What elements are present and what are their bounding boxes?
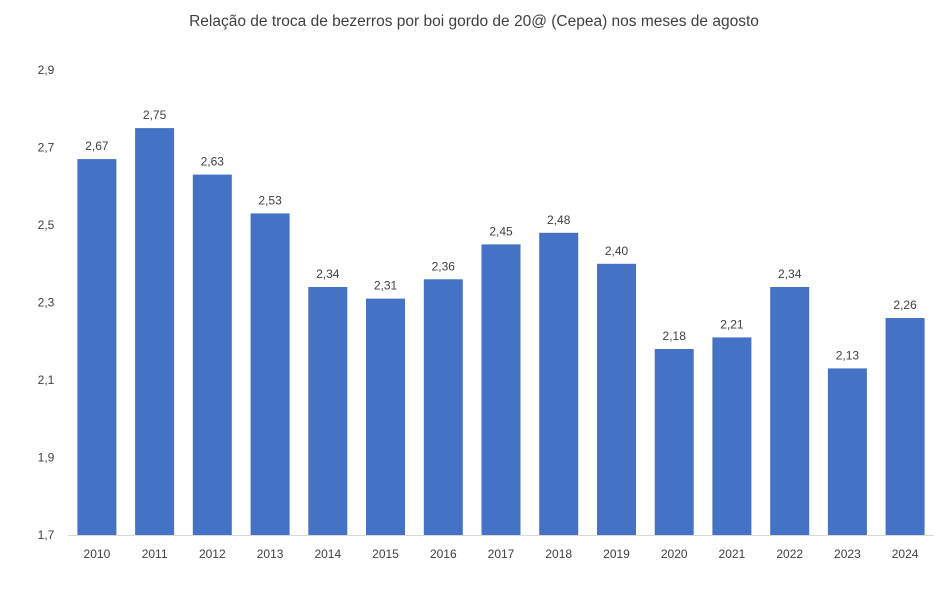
data-label: 2,75 — [143, 108, 167, 122]
y-tick-label: 2,5 — [38, 218, 55, 232]
bar — [539, 232, 579, 536]
x-tick-label: 2020 — [661, 547, 688, 561]
x-tick-label: 2013 — [257, 547, 284, 561]
y-tick-label: 2,7 — [38, 141, 55, 155]
data-label: 2,21 — [720, 317, 744, 331]
bar — [712, 337, 752, 535]
data-label: 2,67 — [85, 139, 109, 153]
x-tick-label: 2010 — [84, 547, 111, 561]
data-label: 2,48 — [547, 213, 571, 227]
y-tick-label: 2,3 — [38, 296, 55, 310]
y-tick-label: 1,7 — [38, 528, 55, 542]
x-tick-label: 2017 — [488, 547, 515, 561]
x-tick-label: 2011 — [142, 547, 168, 561]
chart-title: Relação de troca de bezerros por boi gor… — [189, 13, 759, 30]
y-tick-label: 2,1 — [38, 373, 55, 387]
bar — [597, 263, 636, 536]
bar — [423, 279, 463, 536]
data-label: 2,63 — [201, 155, 225, 169]
data-label: 2,53 — [258, 193, 282, 207]
x-tick-label: 2021 — [719, 547, 746, 561]
bar — [308, 287, 348, 535]
data-label: 2,45 — [489, 224, 513, 238]
bar — [770, 287, 810, 535]
data-label: 2,18 — [663, 329, 687, 343]
x-tick-label: 2015 — [372, 547, 399, 561]
bar — [827, 368, 867, 535]
bar — [250, 213, 290, 535]
bar — [885, 318, 925, 535]
x-tick-label: 2012 — [199, 547, 226, 561]
x-tick-label: 2023 — [834, 547, 861, 561]
x-tick-label: 2022 — [776, 547, 803, 561]
bar — [77, 159, 117, 535]
x-axis: 2010 2011 2012 2013 2014 2015 2016 2017 2018 2019… — [68, 535, 934, 561]
bars-group — [77, 128, 925, 536]
data-label: 2,31 — [374, 279, 398, 293]
data-label: 2,13 — [836, 348, 860, 362]
x-tick-label: 2018 — [545, 547, 572, 561]
data-label: 2,36 — [432, 259, 456, 273]
y-axis: 1,7 1,9 2,1 2,3 2,5 2,7 2,9 — [38, 63, 55, 542]
y-tick-label: 2,9 — [38, 63, 55, 77]
bar — [366, 298, 405, 535]
data-label: 2,34 — [778, 267, 802, 281]
bar — [135, 128, 175, 535]
data-label: 2,40 — [605, 244, 629, 258]
bar — [192, 174, 232, 535]
x-tick-label: 2016 — [430, 547, 457, 561]
bar — [654, 349, 694, 535]
x-tick-label: 2024 — [892, 547, 919, 561]
data-labels-group: 2,67 2,75 2,63 2,53 2,34 2,31 2,36 2,45 2,48 2,40… — [85, 108, 917, 362]
y-tick-label: 1,9 — [38, 451, 55, 465]
data-label: 2,26 — [893, 298, 917, 312]
x-tick-label: 2014 — [314, 547, 341, 561]
x-tick-label: 2019 — [603, 547, 630, 561]
bar — [481, 244, 521, 535]
data-label: 2,34 — [316, 267, 340, 281]
